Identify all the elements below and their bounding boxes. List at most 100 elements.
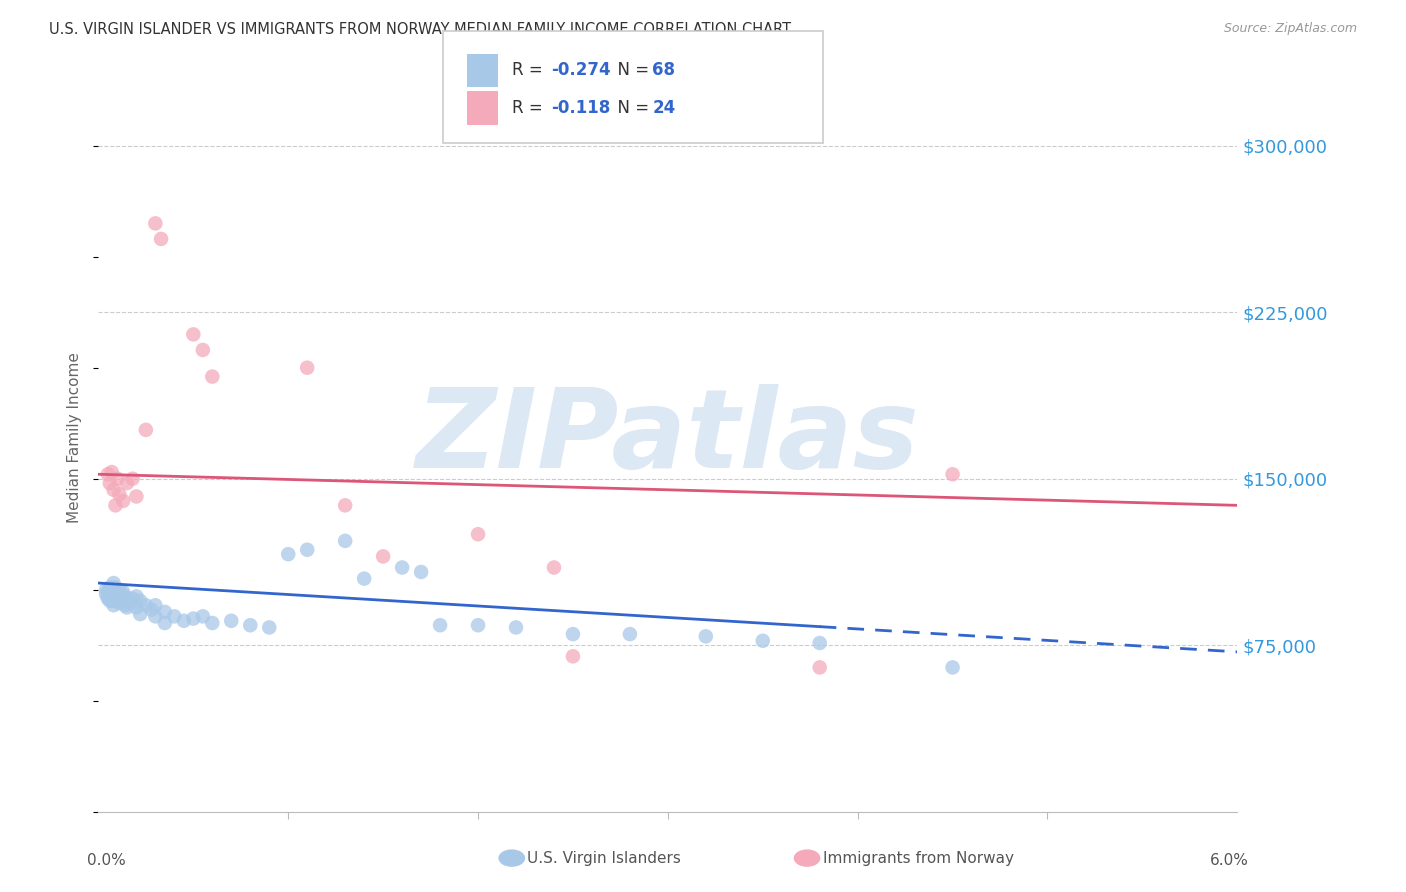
Point [163, 609, 186, 624]
Point [752, 633, 775, 648]
Point [505, 620, 527, 634]
Point [98, 587, 121, 601]
Point [259, 620, 281, 634]
Point [100, 465, 122, 479]
Point [561, 649, 585, 664]
Point [112, 494, 135, 508]
Y-axis label: Median Family Income: Median Family Income [67, 351, 83, 523]
Point [942, 467, 965, 482]
Point [100, 590, 122, 604]
Point [103, 483, 125, 497]
Point [103, 585, 125, 599]
Point [129, 594, 152, 608]
Point [108, 582, 131, 597]
Text: U.S. VIRGIN ISLANDER VS IMMIGRANTS FROM NORWAY MEDIAN FAMILY INCOME CORRELATION : U.S. VIRGIN ISLANDER VS IMMIGRANTS FROM … [49, 22, 792, 37]
Point [201, 369, 224, 384]
Point [104, 499, 127, 513]
Point [191, 343, 214, 357]
Point [107, 594, 129, 608]
Point [297, 360, 319, 375]
Point [108, 487, 131, 501]
Text: ZIPatlas: ZIPatlas [416, 384, 920, 491]
Text: U.S. Virgin Islanders: U.S. Virgin Islanders [527, 851, 681, 865]
Text: 6.0%: 6.0% [1209, 853, 1249, 868]
Point [100, 594, 122, 608]
Point [112, 585, 135, 599]
Point [94, 582, 117, 597]
Point [335, 533, 357, 548]
Point [107, 585, 129, 599]
Point [153, 605, 176, 619]
Point [103, 576, 125, 591]
Text: R =: R = [512, 99, 548, 117]
Text: N =: N = [607, 99, 655, 117]
Point [97, 591, 120, 606]
Point [125, 600, 148, 615]
Point [103, 591, 125, 606]
Text: Immigrants from Norway: Immigrants from Norway [823, 851, 1014, 865]
Point [467, 527, 489, 541]
Point [97, 467, 120, 482]
Point [100, 582, 122, 597]
Point [135, 423, 157, 437]
Point [141, 603, 163, 617]
Point [411, 565, 433, 579]
Point [371, 549, 394, 564]
Point [145, 599, 166, 613]
Point [219, 614, 243, 628]
Point [543, 560, 565, 574]
Text: N =: N = [607, 62, 655, 79]
Point [108, 596, 131, 610]
Point [97, 585, 120, 599]
Text: 68: 68 [652, 62, 675, 79]
Text: 24: 24 [652, 99, 676, 117]
Point [391, 560, 413, 574]
Point [125, 590, 148, 604]
Point [191, 609, 214, 624]
Text: -0.274: -0.274 [551, 62, 610, 79]
Point [135, 599, 157, 613]
Point [98, 594, 121, 608]
Point [429, 618, 451, 632]
Point [104, 581, 127, 595]
Text: Source: ZipAtlas.com: Source: ZipAtlas.com [1223, 22, 1357, 36]
Point [118, 594, 141, 608]
Point [97, 590, 120, 604]
Point [98, 581, 121, 595]
Text: -0.118: -0.118 [551, 99, 610, 117]
Point [98, 476, 121, 491]
Point [120, 596, 142, 610]
Point [121, 472, 143, 486]
Point [153, 615, 176, 630]
Point [114, 590, 136, 604]
Point [150, 232, 173, 246]
Point [467, 618, 489, 632]
Point [619, 627, 641, 641]
Point [125, 490, 148, 504]
Point [145, 216, 166, 230]
Text: R =: R = [512, 62, 548, 79]
Point [129, 607, 152, 621]
Point [115, 476, 138, 491]
Point [104, 594, 127, 608]
Point [942, 660, 965, 674]
Point [561, 627, 585, 641]
Point [145, 609, 166, 624]
Point [104, 587, 127, 601]
Point [353, 572, 375, 586]
Point [808, 660, 831, 674]
Point [103, 599, 125, 613]
Point [297, 542, 319, 557]
Point [173, 614, 195, 628]
Point [695, 629, 717, 643]
Point [107, 472, 129, 486]
Point [115, 600, 138, 615]
Point [277, 547, 299, 561]
Point [808, 636, 831, 650]
Point [108, 590, 131, 604]
Point [112, 594, 135, 608]
Text: 0.0%: 0.0% [87, 853, 125, 868]
Point [201, 615, 224, 630]
Point [335, 499, 357, 513]
Point [107, 590, 129, 604]
